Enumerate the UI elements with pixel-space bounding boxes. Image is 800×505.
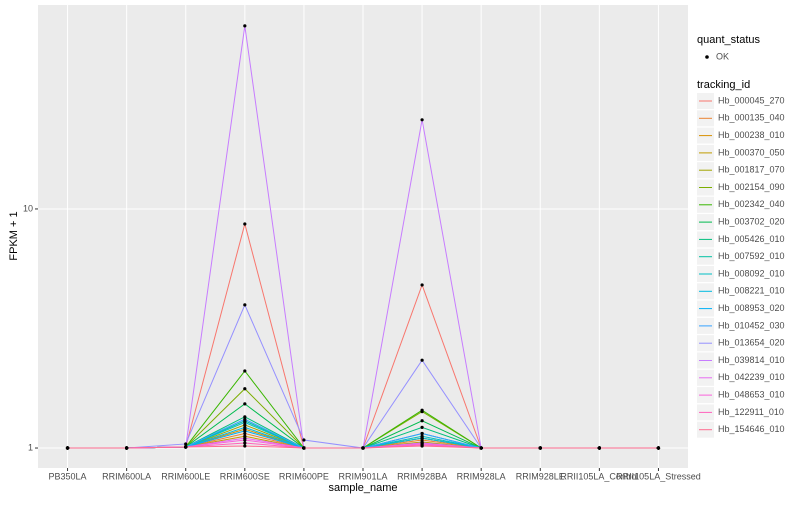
- point: [243, 444, 247, 448]
- legend-label: Hb_039814_010: [718, 355, 785, 365]
- x-tick-label: RRIM600LE: [161, 471, 210, 481]
- point: [420, 283, 424, 287]
- point: [420, 425, 424, 429]
- legend-label: Hb_048653_010: [718, 389, 785, 399]
- point: [243, 402, 247, 406]
- legend-label: Hb_000135_040: [718, 113, 785, 123]
- point: [538, 446, 542, 450]
- legend-label: OK: [716, 51, 729, 61]
- point: [597, 446, 601, 450]
- legend-label: Hb_154646_010: [718, 424, 785, 434]
- legend-label: Hb_122911_010: [718, 407, 784, 417]
- point: [243, 425, 247, 429]
- point: [243, 222, 247, 226]
- point: [361, 446, 365, 450]
- legend-label: Hb_001817_070: [718, 165, 785, 175]
- x-tick-label: RRII105LA_Control: [560, 471, 638, 481]
- point: [243, 387, 247, 391]
- legend-label: Hb_010452_030: [718, 320, 785, 330]
- legend-label: Hb_008221_010: [718, 286, 785, 296]
- point: [243, 438, 247, 442]
- x-tick-label: RRIM901LA: [338, 471, 387, 481]
- point: [302, 438, 306, 442]
- legend-label: Hb_000045_270: [718, 95, 785, 105]
- x-tick-label: PB350LA: [49, 471, 87, 481]
- x-tick-label: RRIM928LE: [516, 471, 565, 481]
- legend-label: Hb_007592_010: [718, 251, 785, 261]
- point: [243, 417, 247, 421]
- legend-label: Hb_000238_010: [718, 130, 785, 140]
- legend-label: Hb_008953_020: [718, 303, 785, 313]
- x-tick-label: RRIM600PE: [279, 471, 329, 481]
- legend-title: quant_status: [697, 34, 760, 46]
- point: [420, 118, 424, 122]
- point: [184, 445, 188, 449]
- x-tick-label: RRII105LA_Stressed: [616, 471, 701, 481]
- point: [65, 446, 70, 450]
- point: [243, 24, 247, 28]
- point: [243, 303, 247, 307]
- x-tick-label: RRIM600LA: [102, 471, 151, 481]
- x-tick-label: RRIM600SE: [220, 471, 270, 481]
- point: [243, 441, 247, 445]
- point: [243, 420, 247, 424]
- point: [243, 429, 247, 433]
- point: [184, 442, 188, 446]
- legend-label: Hb_002154_090: [718, 182, 785, 192]
- legend-label: Hb_042239_010: [718, 372, 785, 382]
- legend-title: tracking_id: [697, 79, 750, 91]
- x-tick-label: RRIM928LA: [457, 471, 506, 481]
- point: [420, 431, 424, 436]
- y-axis-title: FPKM + 1: [8, 211, 20, 260]
- x-axis-title: sample_name: [328, 482, 397, 494]
- point: [420, 419, 424, 423]
- legend-label: Hb_005426_010: [718, 234, 785, 244]
- point: [420, 436, 424, 440]
- point: [420, 358, 424, 362]
- point: [656, 446, 661, 450]
- point: [243, 431, 247, 436]
- point: [243, 415, 247, 419]
- legend-point: [705, 55, 709, 59]
- point: [479, 446, 483, 450]
- y-tick-label: 1: [28, 442, 33, 452]
- point: [243, 423, 247, 427]
- legend-label: Hb_003702_020: [718, 216, 785, 226]
- point: [420, 444, 424, 448]
- point: [420, 408, 424, 412]
- point: [243, 369, 247, 373]
- legend-label: Hb_008092_010: [718, 268, 785, 278]
- point: [302, 446, 306, 450]
- y-tick-label: 10: [23, 203, 33, 213]
- legend-label: Hb_013654_020: [718, 338, 785, 348]
- x-tick-label: RRIM928BA: [397, 471, 447, 481]
- legend-label: Hb_002342_040: [718, 199, 785, 209]
- legend-label: Hb_000370_050: [718, 147, 785, 157]
- point: [125, 446, 129, 450]
